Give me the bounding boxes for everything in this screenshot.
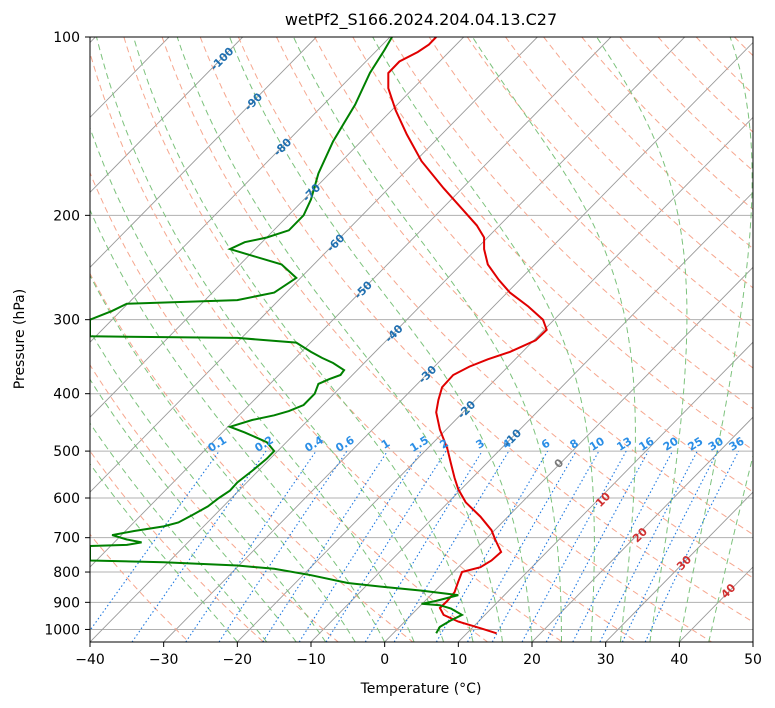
moist-adiabat-line bbox=[90, 463, 238, 642]
x-tick-label: 30 bbox=[597, 652, 615, 668]
isotherm-line bbox=[531, 416, 753, 642]
moist-adiabat-line bbox=[229, 37, 533, 642]
y-tick-label: 100 bbox=[53, 30, 80, 46]
dry-adiabat-line bbox=[276, 37, 753, 536]
x-axis-label: Temperature (°C) bbox=[360, 681, 482, 697]
dewpoint-profile-line bbox=[90, 37, 465, 634]
moist-adiabat-line bbox=[678, 37, 753, 642]
dry-adiabat-line bbox=[543, 37, 753, 250]
x-tick-label: 20 bbox=[523, 652, 541, 668]
y-tick-label: 500 bbox=[53, 444, 80, 460]
isotherm-line bbox=[457, 341, 753, 642]
y-tick-label: 700 bbox=[53, 531, 80, 547]
dry-adiabat-line bbox=[90, 450, 264, 642]
x-tick-label: −20 bbox=[223, 652, 253, 668]
mixing-ratio-line bbox=[262, 450, 388, 642]
isotherm-line bbox=[236, 116, 753, 642]
moist-adiabat-line bbox=[90, 378, 297, 642]
plot-frame bbox=[89, 36, 754, 643]
isotherm-line bbox=[90, 37, 465, 418]
plot-area bbox=[90, 37, 753, 642]
dry-adiabat-line bbox=[390, 37, 753, 410]
dry-adiabat-line bbox=[161, 37, 712, 642]
x-tick-label: −30 bbox=[149, 652, 179, 668]
y-tick-label: 200 bbox=[53, 208, 80, 224]
dry-adiabat-line bbox=[237, 37, 753, 579]
y-tick-label: 800 bbox=[53, 565, 80, 581]
isotherm-line bbox=[90, 37, 244, 193]
dry-adiabat-line bbox=[199, 37, 753, 623]
moist-adiabat-line bbox=[596, 37, 688, 642]
x-tick-label: −40 bbox=[75, 652, 105, 668]
isotherm-line bbox=[90, 37, 612, 568]
dry-adiabat-line bbox=[352, 37, 753, 451]
isotherm-line bbox=[90, 37, 686, 642]
mixing-ratio-line bbox=[364, 450, 483, 642]
moist-adiabat-line bbox=[90, 422, 268, 642]
moist-adiabat-line bbox=[472, 37, 636, 642]
dry-adiabat-line bbox=[505, 37, 753, 289]
moist-adiabat-line bbox=[90, 208, 386, 642]
mixing-ratio-line bbox=[90, 450, 220, 632]
x-axis: −40 −30 −20 −10 0 10 20 30 40 50 bbox=[75, 642, 762, 668]
x-tick-label: 40 bbox=[670, 652, 688, 668]
y-tick-label: 400 bbox=[53, 387, 80, 403]
x-tick-label: −10 bbox=[296, 652, 326, 668]
x-tick-label: 50 bbox=[744, 652, 762, 668]
x-tick-label: 10 bbox=[449, 652, 467, 668]
isotherm-line bbox=[163, 41, 753, 642]
y-axis: 100 200 300 400 500 600 700 800 900 1000 bbox=[44, 30, 90, 638]
temperature-profile-line bbox=[387, 37, 548, 635]
moist-adiabat-line bbox=[96, 37, 445, 642]
dry-adiabat-line bbox=[90, 272, 414, 642]
dry-adiabat-line bbox=[90, 533, 190, 642]
moist-adiabat-line bbox=[133, 37, 474, 642]
y-axis-label: Pressure (hPa) bbox=[12, 289, 28, 389]
y-tick-label: 300 bbox=[53, 313, 80, 329]
y-tick-label: 1000 bbox=[44, 622, 80, 638]
isotherm-line bbox=[90, 37, 317, 268]
y-tick-label: 900 bbox=[53, 595, 80, 611]
isotherm-line bbox=[90, 37, 391, 343]
moist-adiabat-line bbox=[372, 37, 595, 642]
dry-adiabat-line bbox=[428, 37, 753, 369]
isotherm-line bbox=[605, 491, 753, 642]
isotherm-line bbox=[90, 37, 538, 493]
chart-title: wetPf2_S166.2024.204.04.13.C27 bbox=[285, 10, 557, 30]
moist-adiabat-line bbox=[708, 453, 753, 642]
y-tick-label: 600 bbox=[53, 491, 80, 507]
isotherm-line bbox=[310, 191, 753, 642]
mixing-ratio-line bbox=[185, 450, 317, 642]
isotherm-line bbox=[384, 266, 753, 642]
moist-adiabat-line bbox=[293, 37, 562, 642]
mixing-ratio-line bbox=[521, 450, 627, 642]
mixing-ratio-line bbox=[621, 450, 719, 642]
mixing-ratio-line bbox=[298, 450, 422, 642]
moist-adiabat-line bbox=[90, 274, 356, 642]
moist-adiabat-line bbox=[176, 37, 503, 642]
x-tick-label: 0 bbox=[380, 652, 389, 668]
moist-adiabat-line bbox=[90, 126, 415, 642]
moist-adiabat-line bbox=[90, 329, 327, 642]
mixing-ratio-line bbox=[131, 450, 267, 642]
mixing-ratio-line bbox=[545, 450, 649, 642]
mixing-ratio-line bbox=[599, 450, 698, 642]
mixing-ratio-line bbox=[218, 450, 348, 642]
dry-adiabat-line bbox=[90, 50, 563, 642]
mixing-ratio-line bbox=[491, 450, 600, 642]
dry-adiabat-line bbox=[90, 171, 488, 642]
